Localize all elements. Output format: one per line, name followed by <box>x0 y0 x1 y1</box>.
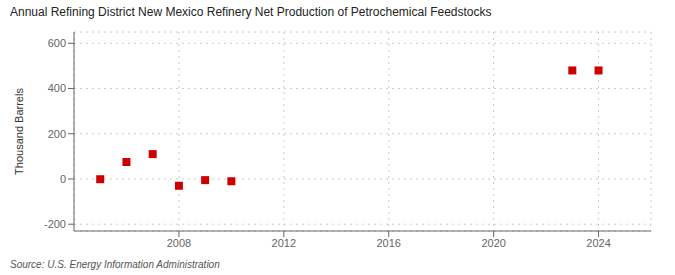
svg-text:0: 0 <box>60 173 66 185</box>
svg-text:600: 600 <box>48 37 66 49</box>
svg-text:2008: 2008 <box>167 237 191 249</box>
svg-text:2016: 2016 <box>376 237 400 249</box>
svg-text:2020: 2020 <box>481 237 505 249</box>
svg-text:Thousand Barrels: Thousand Barrels <box>13 88 25 175</box>
html-text:Annual Refining District New M: Annual Refining District New Mexico Refi… <box>10 5 492 19</box>
html-text:Source: U.S. Energy Informatio: Source: U.S. Energy Information Administ… <box>10 259 220 270</box>
svg-text:-200: -200 <box>44 218 66 230</box>
svg-text:400: 400 <box>48 82 66 94</box>
svg-text:200: 200 <box>48 128 66 140</box>
svg-text:2012: 2012 <box>272 237 296 249</box>
svg-text:2024: 2024 <box>586 237 610 249</box>
